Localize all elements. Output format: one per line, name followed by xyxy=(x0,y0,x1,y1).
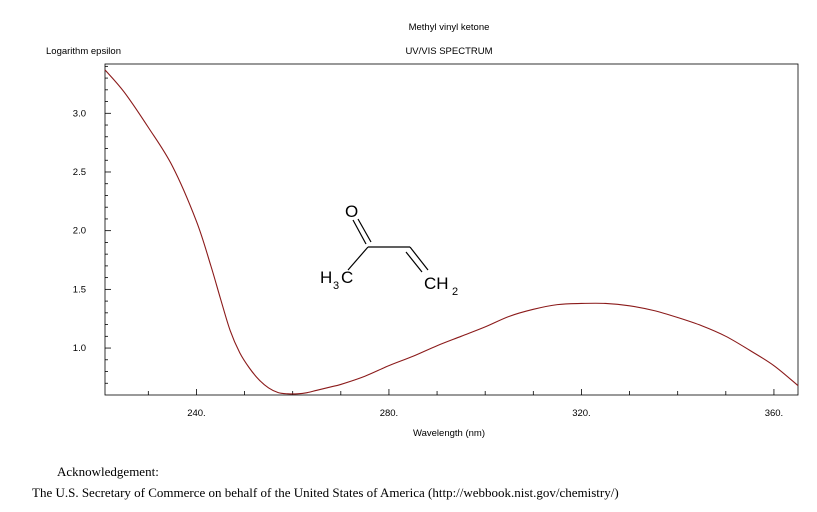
methylene-subscript: 2 xyxy=(452,286,458,298)
x-tick-label: 240. xyxy=(187,408,206,419)
y-axis-label: Logarithm epsilon xyxy=(46,46,121,57)
y-tick-label: 3.0 xyxy=(73,108,86,119)
axis-ticks xyxy=(105,65,775,395)
molecule-structure: O H 3 C CH 2 xyxy=(320,202,458,298)
spectrum-line xyxy=(104,69,799,395)
y-tick-label: 1.0 xyxy=(73,343,86,354)
bond-co-right xyxy=(357,218,372,243)
x-tick-label: 320. xyxy=(572,408,591,419)
spectrum-chart: Methyl vinyl ketone UV/VIS SPECTRUM Loga… xyxy=(46,22,799,439)
x-tick-label: 280. xyxy=(380,408,399,419)
chart-title: Methyl vinyl ketone xyxy=(409,22,490,33)
axis-tick-labels: 240. 280. 320. 360. 1.0 1.5 2.0 2.5 3.0 xyxy=(73,108,783,419)
bond-cc-double-1 xyxy=(409,246,429,271)
methyl-subscript: 3 xyxy=(333,280,339,292)
x-tick-label: 360. xyxy=(765,408,784,419)
methylene-label: CH xyxy=(424,274,449,293)
x-axis-label: Wavelength (nm) xyxy=(413,428,485,439)
oxygen-atom-label: O xyxy=(345,202,358,221)
plot-frame xyxy=(104,63,799,396)
methyl-h-label: H xyxy=(320,268,332,287)
acknowledgement-text: The U.S. Secretary of Commerce on behalf… xyxy=(32,485,619,500)
bond-cc-double-2 xyxy=(405,251,423,273)
y-tick-label: 2.0 xyxy=(73,226,86,237)
y-tick-label: 2.5 xyxy=(73,167,86,178)
bond-co-left xyxy=(352,219,367,245)
methyl-c-label: C xyxy=(341,268,353,287)
bond-methyl xyxy=(347,246,369,271)
acknowledgement-title: Acknowledgement: xyxy=(57,464,159,479)
chart-subtitle: UV/VIS SPECTRUM xyxy=(405,46,492,57)
y-tick-label: 1.5 xyxy=(73,284,86,295)
